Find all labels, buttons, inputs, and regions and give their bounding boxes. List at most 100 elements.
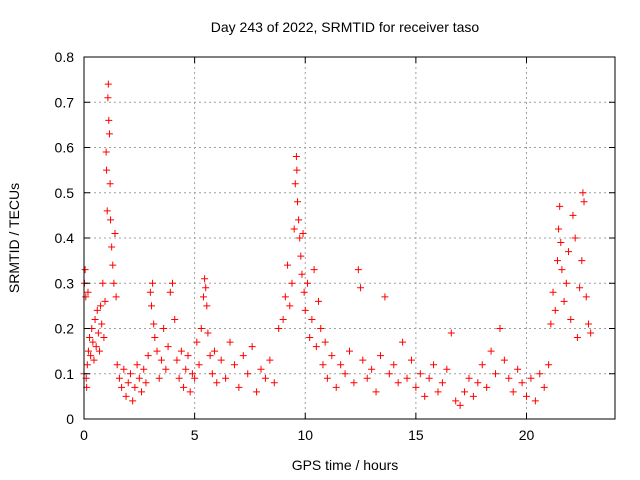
data-point xyxy=(101,297,109,305)
data-point xyxy=(87,352,95,360)
data-point xyxy=(290,225,298,233)
data-point xyxy=(443,365,451,373)
data-point xyxy=(531,397,539,405)
data-point xyxy=(135,374,143,382)
data-point xyxy=(108,243,116,251)
data-point xyxy=(288,279,296,287)
data-point xyxy=(558,266,566,274)
data-point xyxy=(131,383,139,391)
data-point xyxy=(483,383,491,391)
data-point xyxy=(162,365,170,373)
data-point xyxy=(106,180,114,188)
data-point xyxy=(390,361,398,369)
data-point xyxy=(403,374,411,382)
y-axis-label: SRMTID / TECUs xyxy=(6,183,22,293)
data-point xyxy=(104,80,112,88)
data-point xyxy=(298,270,306,278)
data-point xyxy=(266,356,274,364)
data-point xyxy=(296,234,304,242)
y-tick-label: 0.5 xyxy=(55,185,75,201)
data-point xyxy=(308,315,316,323)
data-point xyxy=(206,352,214,360)
data-point xyxy=(569,211,577,219)
data-point xyxy=(368,365,376,373)
data-point xyxy=(394,379,402,387)
data-point xyxy=(576,284,584,292)
data-point xyxy=(157,356,165,364)
data-point xyxy=(95,347,103,355)
data-point xyxy=(297,252,305,260)
data-point xyxy=(469,392,477,400)
data-point xyxy=(248,343,256,351)
data-point xyxy=(142,379,150,387)
data-point xyxy=(81,266,89,274)
y-tick-label: 0.1 xyxy=(55,366,75,382)
data-point xyxy=(239,352,247,360)
gridlines xyxy=(84,57,615,419)
data-point xyxy=(92,343,100,351)
data-point xyxy=(86,334,94,342)
data-point xyxy=(201,275,209,283)
data-point xyxy=(565,248,573,256)
data-point xyxy=(578,257,586,265)
data-point xyxy=(173,356,181,364)
data-point xyxy=(169,279,176,287)
data-point xyxy=(527,374,535,382)
data-point xyxy=(317,325,325,332)
data-point xyxy=(279,315,287,323)
data-point xyxy=(112,293,120,301)
data-point xyxy=(284,261,292,269)
data-point xyxy=(381,293,389,301)
data-point xyxy=(118,383,126,391)
data-point xyxy=(99,279,107,287)
data-point xyxy=(153,347,161,355)
data-point xyxy=(579,189,587,197)
data-point xyxy=(294,198,302,206)
data-point xyxy=(447,329,455,337)
data-point xyxy=(293,166,301,174)
data-points xyxy=(80,80,595,409)
data-point xyxy=(328,352,336,360)
data-point xyxy=(197,325,205,332)
x-axis-label: GPS time / hours xyxy=(292,457,399,473)
data-point xyxy=(103,207,111,215)
axis-ticks xyxy=(83,56,615,420)
data-point xyxy=(275,325,283,332)
data-point xyxy=(133,361,141,369)
data-point xyxy=(376,352,384,360)
data-point xyxy=(93,306,101,314)
data-point xyxy=(103,166,111,174)
data-point xyxy=(105,116,113,124)
y-tick-label: 0.8 xyxy=(55,49,75,65)
data-point xyxy=(213,379,221,387)
data-point xyxy=(301,306,309,314)
data-point xyxy=(555,225,563,233)
data-point xyxy=(202,284,210,292)
data-point xyxy=(94,329,102,337)
y-tick-label: 0.7 xyxy=(55,94,75,110)
data-point xyxy=(184,352,192,360)
data-point xyxy=(407,356,415,364)
data-point xyxy=(182,365,190,373)
data-point xyxy=(337,361,345,369)
data-point xyxy=(217,356,225,364)
data-point xyxy=(104,94,112,102)
data-point xyxy=(514,365,522,373)
data-point xyxy=(547,320,555,328)
data-point xyxy=(151,334,159,342)
data-point xyxy=(545,361,553,369)
x-tick-label: 5 xyxy=(191,427,199,443)
data-point xyxy=(102,148,110,156)
data-point xyxy=(84,347,92,355)
data-point xyxy=(235,383,243,391)
data-point xyxy=(100,334,108,342)
data-point xyxy=(300,288,308,296)
data-point xyxy=(500,356,508,364)
x-tick-label: 20 xyxy=(519,427,535,443)
x-tick-label: 0 xyxy=(80,427,88,443)
data-point xyxy=(584,320,592,328)
data-point xyxy=(188,370,196,378)
data-point xyxy=(523,392,530,400)
data-point xyxy=(109,261,117,269)
data-point xyxy=(164,343,172,351)
